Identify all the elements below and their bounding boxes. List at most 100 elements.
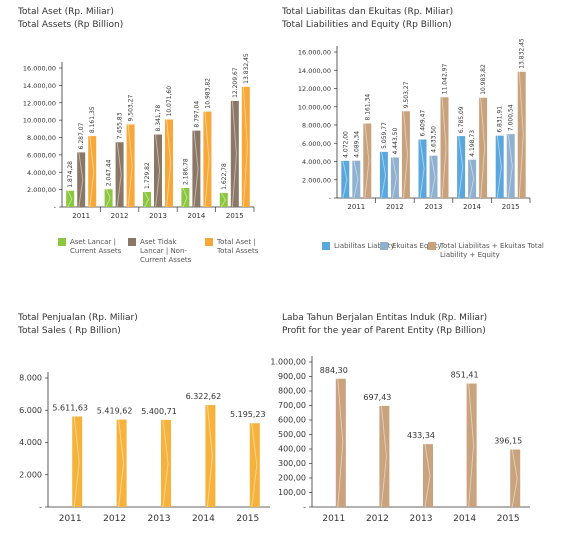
value-label: 9.503,27: [128, 95, 135, 122]
bar-highlight: [206, 404, 213, 508]
bar-highlight: [469, 159, 475, 199]
value-label: 697,43: [363, 393, 391, 402]
bar: [203, 111, 212, 207]
value-label: 2.047,44: [106, 159, 113, 186]
x-tick-label: 2011: [347, 203, 365, 211]
bar: [77, 152, 86, 207]
bar: [479, 97, 488, 198]
value-label: 1.622,78: [221, 163, 228, 190]
bar: [495, 135, 504, 198]
y-tick-label: 400,00: [278, 445, 306, 454]
legend-label: Liabilitas Liability: [334, 242, 395, 250]
bar-highlight: [381, 151, 387, 199]
bar: [352, 160, 361, 198]
value-label: 8.797,04: [193, 101, 200, 128]
bar: [205, 405, 216, 507]
y-tick-label: 2.000,00: [27, 186, 56, 194]
legend-swatch: [205, 238, 213, 246]
bar-highlight: [231, 100, 237, 208]
x-tick-label: 2014: [192, 514, 215, 524]
y-tick-label: 2.000: [19, 470, 42, 479]
bar-highlight: [430, 155, 436, 199]
bar-highlight: [162, 419, 169, 508]
bar-highlight: [353, 160, 359, 199]
x-tick-label: 2011: [72, 212, 90, 220]
bar: [457, 136, 466, 198]
bar-highlight: [105, 189, 111, 208]
bar: [363, 123, 372, 198]
value-label: 4.089,34: [353, 131, 360, 158]
y-tick-label: 12.000,00: [23, 99, 56, 107]
bar-highlight: [166, 119, 172, 208]
value-label: 5.059,77: [381, 122, 388, 149]
x-tick-label: 2012: [386, 203, 404, 211]
bar: [161, 419, 171, 507]
x-tick-label: 2012: [103, 514, 126, 524]
bar: [219, 192, 228, 207]
y-tick-label: 6.000: [19, 406, 42, 415]
x-tick-label: 2014: [453, 514, 476, 524]
legend-item: Total Liabilitas + Ekuitas Total Liabili…: [428, 242, 548, 260]
value-label: 2.186,78: [182, 158, 189, 185]
value-label: 1.729,82: [144, 162, 151, 189]
bar-highlight: [251, 423, 258, 508]
bar-highlight: [89, 136, 95, 208]
x-tick-label: 2013: [425, 203, 443, 211]
bar-highlight: [127, 124, 133, 208]
bar-highlight: [496, 135, 502, 199]
bar-highlight: [518, 71, 524, 199]
y-tick-label: 300,00: [278, 459, 306, 468]
x-tick-label: 2015: [226, 212, 244, 220]
x-tick-label: 2015: [236, 514, 259, 524]
value-label: 11.042,97: [442, 64, 449, 95]
y-tick-label: 700,00: [278, 401, 306, 410]
y-tick-label: 16.000,00: [298, 49, 331, 57]
bar: [192, 130, 201, 207]
y-tick-label: 14.000,00: [23, 82, 56, 90]
bar: [390, 157, 399, 198]
value-label: 6.785,09: [458, 106, 465, 133]
y-tick-label: 12.000,00: [298, 85, 331, 93]
value-label: 4.633,50: [431, 126, 438, 153]
y-tick-label: 14.000,00: [298, 67, 331, 75]
bar: [230, 100, 239, 207]
value-label: 5.400,71: [141, 407, 177, 416]
x-tick-label: 2014: [463, 203, 481, 211]
legend-item: Total Aset | Total Assets: [205, 238, 273, 256]
value-label: 12.209,67: [232, 67, 239, 98]
legend-label: Aset Tidak Lancar | Non-Current Assets: [140, 238, 192, 264]
bar: [249, 423, 260, 507]
legend-label: Ekuitas Equity: [392, 242, 442, 250]
y-tick-label: 6.000,00: [27, 151, 56, 159]
value-label: 4.198,73: [469, 130, 476, 157]
y-tick-label: 6.000,00: [302, 140, 331, 148]
x-tick-label: 2015: [497, 514, 520, 524]
y-tick-label: 8.000,00: [302, 122, 331, 130]
bar-highlight: [337, 378, 344, 508]
x-tick-label: 2012: [111, 212, 129, 220]
value-label: 1.874,28: [67, 161, 74, 188]
y-tick-label: 4.000: [19, 438, 42, 447]
bar-highlight: [118, 419, 125, 508]
y-tick-label: 100,00: [278, 488, 306, 497]
value-label: 7.455,83: [117, 112, 124, 139]
bar: [510, 449, 521, 507]
bar-highlight: [511, 449, 518, 508]
y-tick-label: 10.000,00: [298, 103, 331, 111]
legend-swatch: [58, 238, 66, 246]
bar: [440, 97, 449, 198]
bar-highlight: [403, 111, 409, 199]
bar: [401, 111, 410, 198]
bar-highlight: [441, 97, 447, 199]
y-tick-label: 16.000,00: [23, 65, 56, 73]
legend-swatch: [428, 242, 436, 250]
y-tick-label: 4.000,00: [27, 169, 56, 177]
x-tick-label: 2014: [187, 212, 205, 220]
chart-subtitle: Total Liabilities and Equity (Rp Billion…: [281, 20, 452, 30]
chart-title: Total Penjualan (Rp. Miliar): [17, 313, 138, 323]
bar: [341, 160, 350, 198]
y-tick-label: 2.000,00: [302, 176, 331, 184]
legend-item: Liabilitas Liability: [322, 242, 442, 251]
y-tick-label: -: [39, 503, 42, 512]
